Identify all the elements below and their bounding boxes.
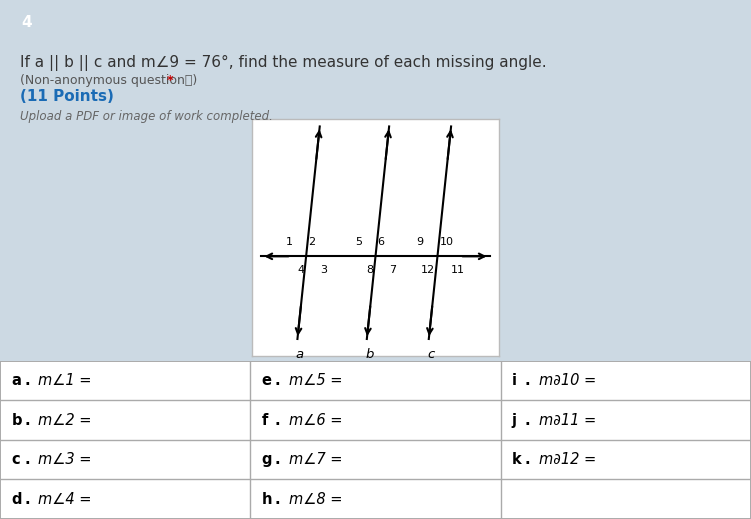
Text: m∠7 =: m∠7 = [288, 452, 342, 467]
Text: k: k [512, 452, 522, 467]
Text: .: . [526, 413, 536, 428]
Text: .: . [25, 373, 35, 388]
Text: m∂12 =: m∂12 = [539, 452, 596, 467]
Text: b: b [11, 413, 22, 428]
Text: .: . [526, 452, 536, 467]
Text: .: . [526, 373, 536, 388]
Text: f: f [261, 413, 268, 428]
Text: m∠1 =: m∠1 = [38, 373, 92, 388]
Text: m∂10 =: m∂10 = [539, 373, 596, 388]
Text: m∠2 =: m∠2 = [38, 413, 92, 428]
Text: j: j [512, 413, 517, 428]
Text: 6: 6 [378, 237, 385, 247]
Text: a: a [11, 373, 21, 388]
Text: c: c [11, 452, 20, 467]
Text: .: . [275, 373, 286, 388]
Text: 3: 3 [320, 265, 327, 276]
Text: 9: 9 [417, 237, 424, 247]
Text: .: . [275, 491, 286, 507]
Text: d: d [11, 491, 22, 507]
Text: 11: 11 [451, 265, 465, 276]
Text: m∠8 =: m∠8 = [288, 491, 342, 507]
Text: m∠4 =: m∠4 = [38, 491, 92, 507]
Text: m∠3 =: m∠3 = [38, 452, 92, 467]
Text: 8: 8 [366, 265, 373, 276]
Text: m∠5 =: m∠5 = [288, 373, 342, 388]
Text: 4: 4 [21, 15, 32, 30]
Text: 5: 5 [355, 237, 362, 247]
Text: m∠6 =: m∠6 = [288, 413, 342, 428]
Text: .: . [25, 413, 35, 428]
Text: .: . [25, 452, 35, 467]
Text: .: . [275, 452, 286, 467]
Text: 2: 2 [308, 237, 315, 247]
Text: e: e [261, 373, 272, 388]
Text: i: i [512, 373, 517, 388]
Text: .: . [275, 413, 286, 428]
Text: 10: 10 [439, 237, 454, 247]
Text: a: a [296, 348, 304, 361]
Text: 7: 7 [389, 265, 397, 276]
Text: .: . [25, 491, 35, 507]
Text: *: * [167, 74, 173, 87]
Text: m∂11 =: m∂11 = [539, 413, 596, 428]
Text: c: c [427, 348, 435, 361]
Text: (Non-anonymous questionⓘ): (Non-anonymous questionⓘ) [20, 74, 201, 87]
Text: g: g [261, 452, 272, 467]
Text: 12: 12 [421, 265, 436, 276]
Text: (11 Points): (11 Points) [20, 89, 114, 104]
Text: 1: 1 [285, 237, 292, 247]
Text: Upload a PDF or image of work completed.: Upload a PDF or image of work completed. [20, 110, 273, 123]
Text: 4: 4 [297, 265, 304, 276]
Text: If a || b || c and m∠9 = 76°, find the measure of each missing angle.: If a || b || c and m∠9 = 76°, find the m… [20, 54, 547, 71]
Text: b: b [365, 348, 373, 361]
Text: h: h [261, 491, 272, 507]
